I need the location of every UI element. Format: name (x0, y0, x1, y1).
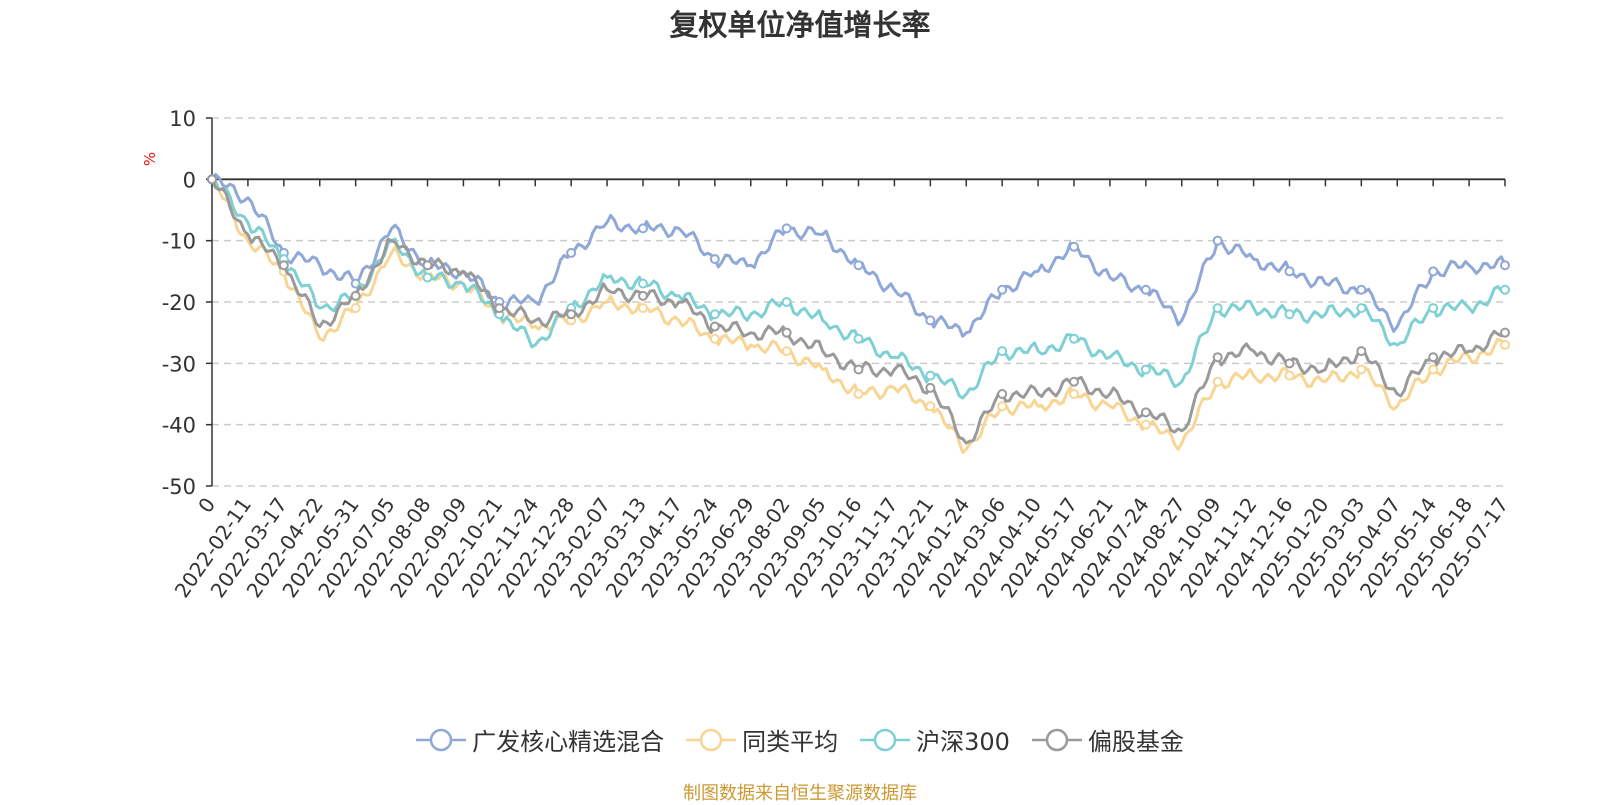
y-tick-label: -30 (162, 352, 196, 376)
line-chart: 10 0 -10 -20 -30 -40 -50 02022-02-112022-03-17… (162, 107, 1513, 602)
y-tick-label: 10 (169, 107, 196, 131)
data-source-footer: 制图数据来自恒生聚源数据库 (683, 783, 917, 804)
legend-label: 同类平均 (742, 728, 839, 756)
data-point (1500, 284, 1510, 295)
y-tick-label: -10 (162, 230, 196, 254)
legend-item[interactable]: 沪深300 (860, 722, 1010, 757)
data-point (1140, 364, 1151, 375)
data-point (709, 254, 720, 265)
legend-marker-icon (686, 728, 737, 751)
data-point (350, 290, 361, 301)
data-point (1284, 370, 1295, 381)
data-point (494, 303, 505, 314)
legend-marker-icon (416, 728, 467, 751)
data-point (997, 346, 1008, 357)
data-point (709, 333, 720, 344)
data-point (1428, 364, 1439, 375)
x-tick-label: 0 (193, 493, 220, 517)
legend-marker-icon (1031, 728, 1082, 751)
data-point (1212, 376, 1223, 387)
data-point (853, 389, 864, 399)
data-point (1428, 352, 1439, 363)
data-point (1284, 266, 1295, 277)
legend-marker-icon (860, 728, 911, 751)
y-tick-label: -20 (162, 291, 196, 315)
series-lines (207, 173, 1510, 454)
data-point (566, 309, 577, 320)
data-point (1069, 376, 1079, 387)
chart-title: 复权单位净值增长率 (669, 8, 931, 42)
data-point (925, 370, 936, 381)
data-point (638, 278, 648, 289)
legend-label: 广发核心精选混合 (472, 728, 665, 756)
data-point (1284, 358, 1295, 369)
legend-label: 沪深300 (916, 728, 1010, 756)
data-point (207, 174, 217, 185)
data-point (781, 223, 792, 234)
data-point (1140, 419, 1151, 430)
grid-lines (212, 117, 1505, 487)
data-point (997, 284, 1008, 295)
data-point (781, 346, 792, 357)
data-point (1500, 327, 1510, 338)
y-tick-label: 0 (183, 168, 196, 192)
series-line (210, 178, 1506, 445)
data-point (1356, 303, 1367, 314)
data-point (1356, 346, 1367, 357)
data-point (1212, 352, 1223, 363)
data-point (1356, 364, 1367, 375)
data-point (853, 333, 864, 344)
data-point (925, 401, 936, 412)
data-point (422, 272, 433, 283)
data-point (709, 321, 720, 332)
data-point (1140, 407, 1151, 418)
y-tick-label: -50 (162, 475, 196, 499)
data-point (638, 303, 648, 314)
data-point (925, 382, 936, 393)
legend-label: 偏股基金 (1087, 728, 1184, 756)
data-point (1140, 284, 1151, 295)
data-point (278, 260, 289, 271)
y-tick-label: -40 (162, 414, 196, 438)
data-point (1069, 333, 1079, 344)
legend-item[interactable]: 同类平均 (686, 722, 838, 757)
legend: 广发核心精选混合 同类平均 沪深300 偏股基金 (0, 722, 1600, 757)
data-point (1500, 260, 1510, 271)
data-point (638, 223, 648, 234)
data-point (638, 290, 648, 301)
data-point (1212, 235, 1223, 246)
legend-item[interactable]: 偏股基金 (1031, 722, 1184, 757)
data-point (1212, 303, 1223, 314)
data-point (422, 260, 433, 271)
data-point (853, 260, 864, 271)
data-point (1069, 241, 1079, 252)
data-point (350, 303, 361, 314)
data-point (566, 247, 577, 258)
data-point (853, 364, 864, 375)
data-point (997, 389, 1008, 399)
data-point (1428, 303, 1439, 314)
data-point (1069, 389, 1079, 399)
y-tick-labels: 10 0 -10 -20 -30 -40 -50 (162, 107, 196, 499)
legend-item[interactable]: 广发核心精选混合 (416, 722, 664, 757)
data-point (781, 327, 792, 338)
data-point (997, 401, 1008, 412)
data-point (709, 309, 720, 320)
data-point (925, 315, 936, 326)
data-point (1500, 339, 1510, 350)
data-point (1356, 284, 1367, 295)
data-point (1428, 266, 1439, 277)
data-point (781, 297, 792, 307)
x-tick-labels: 02022-02-112022-03-172022-04-222022-05-3… (170, 493, 1513, 602)
data-point (1284, 309, 1295, 320)
